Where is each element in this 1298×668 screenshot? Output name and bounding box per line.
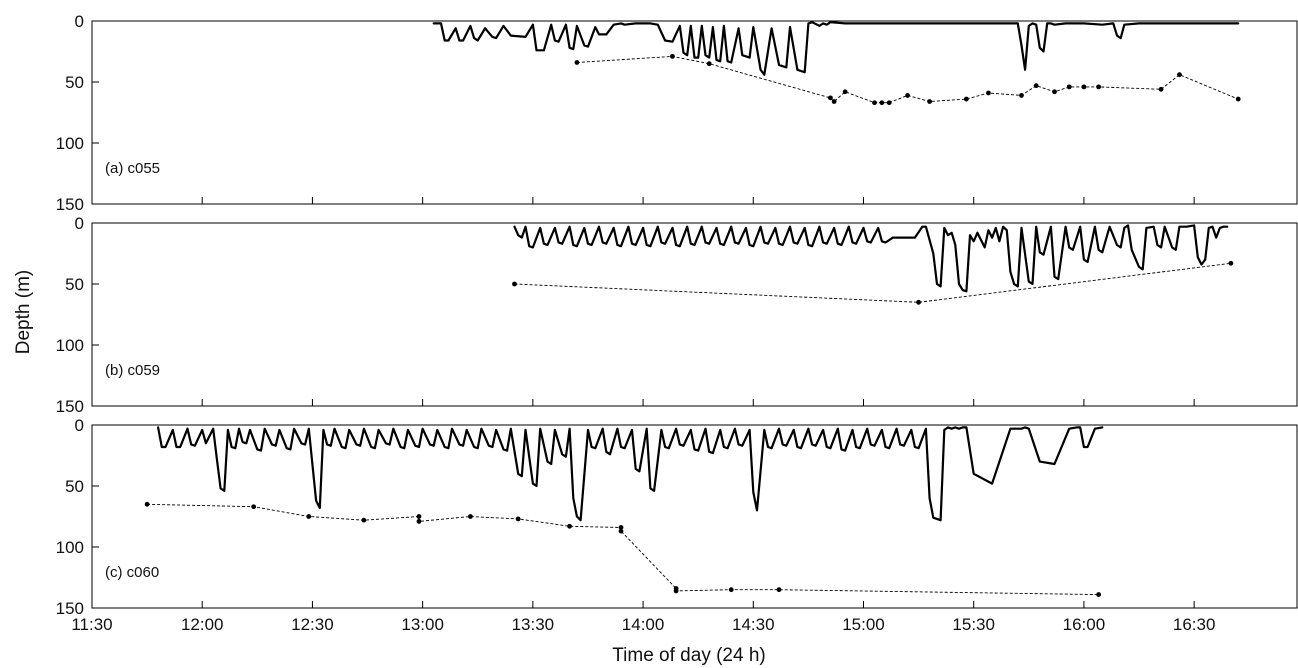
max-depth-point	[1052, 89, 1057, 95]
max-depth-point	[416, 518, 422, 524]
x-axis-title: Time of day (24 h)	[612, 645, 765, 666]
max-depth-point	[618, 528, 624, 534]
panel-label: (c) c060	[105, 564, 159, 581]
y-tick-label: 100	[56, 134, 84, 153]
max-depth-line	[576, 55, 1239, 104]
plot-frame	[91, 20, 1298, 205]
max-depth-point	[251, 504, 257, 510]
max-depth-line	[147, 503, 1099, 596]
max-depth-point	[828, 95, 833, 101]
max-depth-point	[879, 100, 885, 106]
y-tick-label: 0	[75, 214, 84, 233]
max-depth-point	[306, 514, 312, 519]
max-depth-point	[1019, 93, 1024, 98]
max-depth-point	[512, 281, 517, 287]
y-tick-label: 50	[65, 73, 84, 92]
max-depth-point	[670, 53, 675, 59]
max-depth-point	[1177, 72, 1182, 78]
x-tick-label: 11:30	[71, 615, 112, 634]
max-depth-point	[776, 587, 782, 593]
max-depth-point	[618, 525, 624, 530]
panel-label: (a) c055	[105, 160, 160, 177]
max-depth-point	[1158, 86, 1164, 92]
max-depth-point	[905, 93, 910, 98]
y-tick-label: 0	[75, 12, 84, 31]
max-depth-point	[144, 501, 150, 507]
max-depth-point	[1096, 592, 1102, 597]
x-tick-label: 14:30	[732, 615, 775, 634]
max-depth-point	[986, 90, 991, 96]
max-depth-point	[673, 588, 679, 594]
x-tick-label: 15:30	[952, 615, 995, 634]
max-depth-point	[361, 517, 367, 523]
y-axis-title: Depth (m)	[13, 270, 34, 354]
y-tick-label: 100	[56, 336, 84, 355]
max-depth-point	[728, 587, 734, 593]
max-depth-point	[1228, 260, 1234, 266]
y-tick-label: 0	[75, 416, 84, 435]
dive-profile-line	[513, 224, 1229, 293]
max-depth-point	[916, 299, 922, 305]
panels: 0 50 100 150 (a) c055 0 50 100 150 (b) c059 0 50 100…	[56, 12, 1298, 634]
y-tick-label: 50	[65, 275, 84, 294]
x-tick-label: 15:00	[842, 615, 885, 634]
max-depth-point	[706, 61, 712, 67]
max-depth-point	[831, 99, 837, 104]
max-depth-point	[842, 89, 848, 95]
x-tick-label: 16:30	[1173, 615, 1216, 634]
plot-frame	[91, 424, 1298, 609]
max-depth-point	[515, 516, 521, 522]
x-tick-label: 13:00	[401, 615, 444, 634]
max-depth-point	[467, 514, 473, 519]
x-tick-label: 14:00	[622, 615, 665, 634]
panel-1: 0 50 100 150 (a) c055	[56, 12, 1298, 214]
panel-2: 0 50 100 150 (b) c059	[56, 214, 1298, 416]
max-depth-point	[1235, 96, 1241, 102]
max-depth-point	[1081, 84, 1087, 90]
max-depth-point	[416, 514, 422, 519]
max-depth-point	[927, 99, 933, 104]
max-depth-point	[1066, 84, 1072, 90]
max-depth-point	[567, 523, 572, 529]
max-depth-point	[1096, 84, 1102, 90]
x-tick-label: 16:00	[1063, 615, 1106, 634]
x-tick-label: 13:30	[512, 615, 555, 634]
max-depth-point	[963, 96, 969, 102]
y-tick-label: 150	[56, 195, 84, 214]
max-depth-point	[872, 100, 877, 106]
max-depth-line	[514, 262, 1231, 303]
max-depth-point	[1033, 83, 1039, 89]
x-tick-label: 12:30	[291, 615, 334, 634]
y-tick-label: 150	[56, 599, 84, 618]
plot-frame	[91, 222, 1298, 407]
x-tick-label: 12:00	[181, 615, 224, 634]
max-depth-point	[886, 100, 892, 106]
y-tick-label: 100	[56, 538, 84, 557]
y-tick-label: 50	[65, 477, 84, 496]
panel-label: (b) c059	[105, 362, 160, 379]
max-depth-point	[574, 60, 580, 65]
dive-profile-line	[432, 21, 1240, 76]
dive-profile-line	[157, 426, 1104, 522]
y-tick-label: 150	[56, 397, 84, 416]
